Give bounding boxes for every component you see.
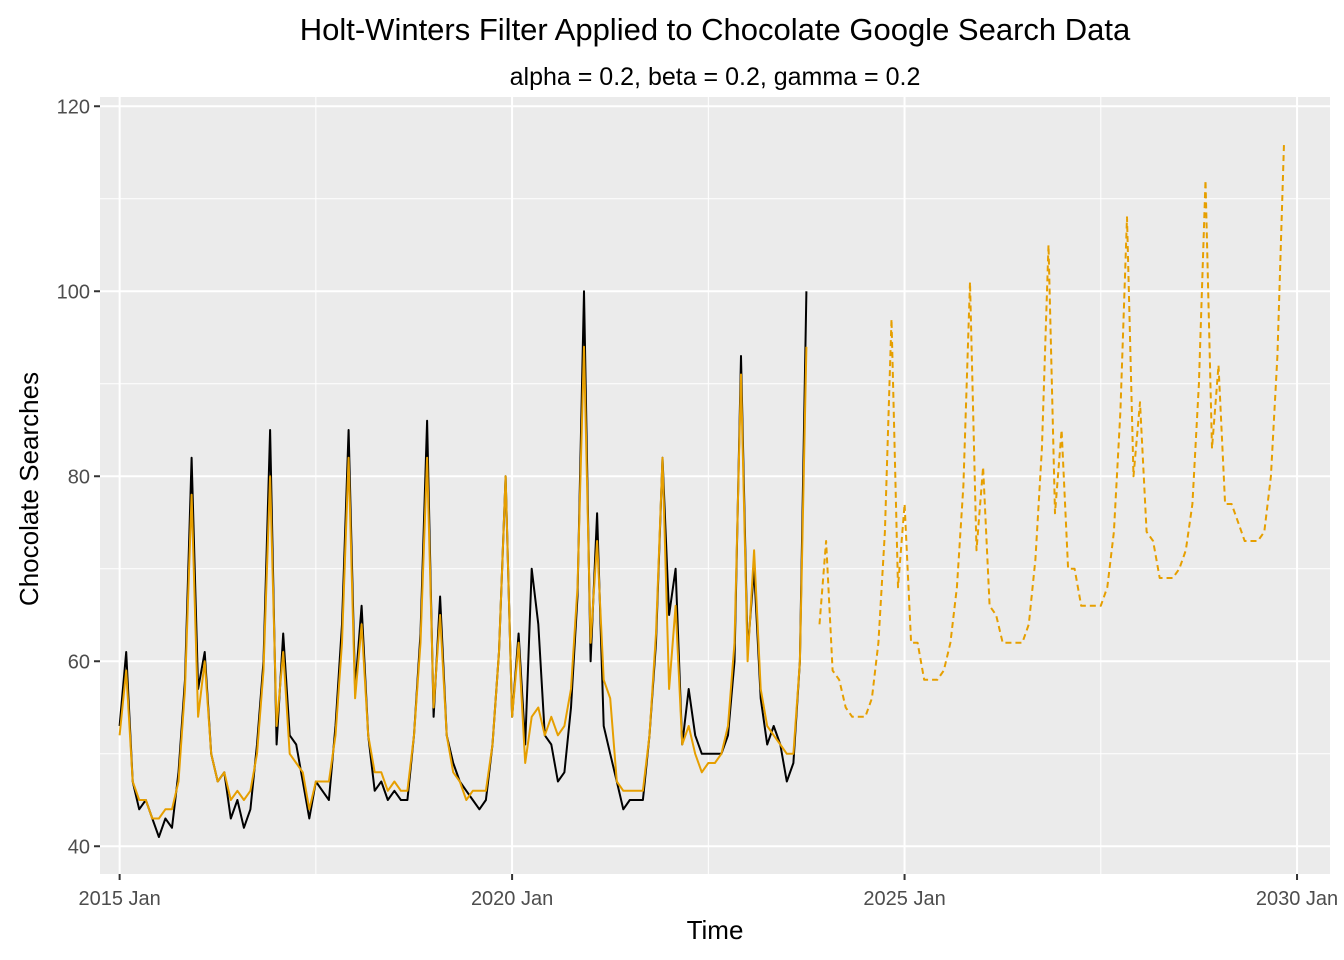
fitted-series-line [118, 345, 808, 820]
y-tick-label: 40 [68, 836, 90, 858]
x-axis-title: Time [687, 915, 744, 945]
y-axis: 40 60 80 100 120 [57, 96, 100, 858]
x-tick-label: 2030 Jan [1256, 888, 1338, 910]
x-axis: 2015 Jan 2020 Jan 2025 Jan 2030 Jan [78, 874, 1338, 910]
grid-minor [100, 97, 1330, 874]
y-tick-label: 100 [57, 281, 90, 303]
y-tick-label: 80 [68, 466, 90, 488]
y-tick-label: 120 [57, 96, 90, 118]
x-tick-label: 2015 Jan [78, 888, 160, 910]
y-tick-label: 60 [68, 651, 90, 673]
series-layer [118, 143, 1285, 838]
y-axis-title: Chocolate Searches [14, 372, 44, 606]
grid-major [100, 97, 1330, 874]
x-tick-label: 2025 Jan [863, 888, 945, 910]
chart-subtitle: alpha = 0.2, beta = 0.2, gamma = 0.2 [510, 63, 921, 91]
forecast-series-line [818, 143, 1285, 718]
x-tick-label: 2020 Jan [471, 888, 553, 910]
observed-series-line [118, 290, 808, 838]
chart-title: Holt-Winters Filter Applied to Chocolate… [300, 12, 1131, 47]
plot-panel [100, 97, 1330, 874]
